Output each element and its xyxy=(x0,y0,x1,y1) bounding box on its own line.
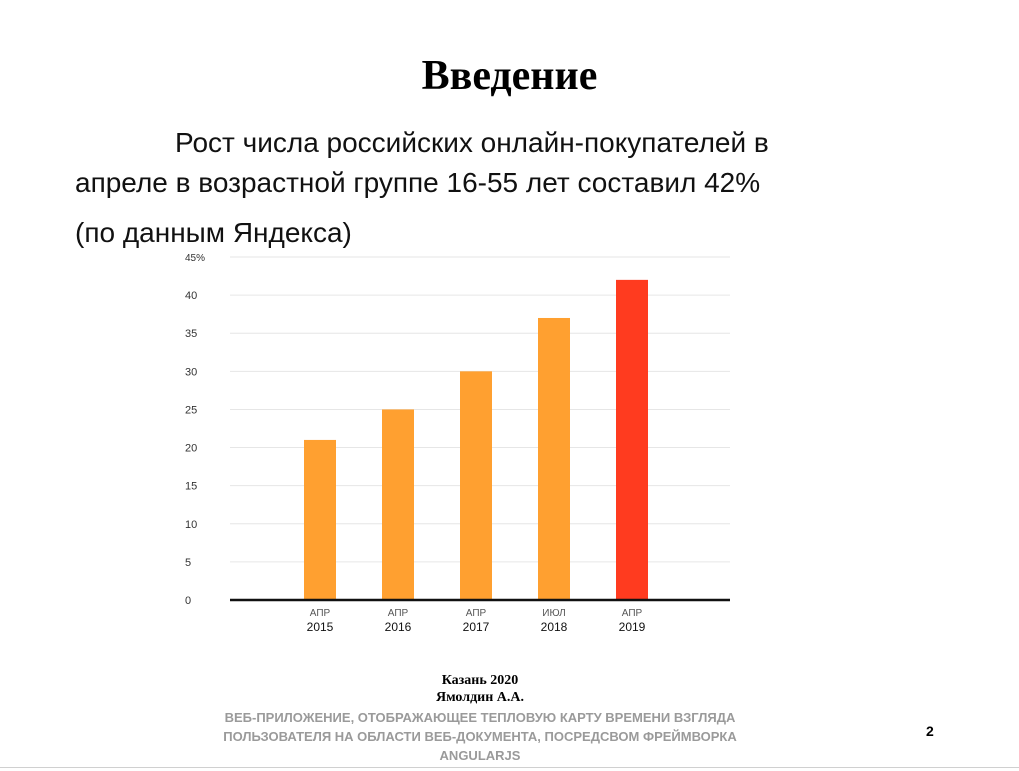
footer-topic-line-3: ANGULARJS xyxy=(439,748,521,763)
y-tick-label: 25 xyxy=(185,404,197,416)
y-tick-label: 35 xyxy=(185,328,197,340)
y-tick-label: 45% xyxy=(185,253,205,264)
x-tick-year: 2015 xyxy=(307,620,334,634)
footer-author: Ямолдин А.А. xyxy=(435,690,525,705)
footer-city-year: Казань 2020 xyxy=(441,673,519,688)
footer-topic-line-1: ВЕБ-ПРИЛОЖЕНИЕ, ОТОБРАЖАЮЩЕЕ ТЕПЛОВУЮ КА… xyxy=(224,710,736,725)
y-tick-label: 5 xyxy=(185,557,191,569)
intro-source: (по данным Яндекса) xyxy=(75,217,352,248)
bar xyxy=(382,409,414,600)
bar xyxy=(538,317,570,600)
x-tick-year: 2019 xyxy=(619,620,646,634)
footer-topic: ВЕБ-ПРИЛОЖЕНИЕ, ОТОБРАЖАЮЩЕЕ ТЕПЛОВУЮ КА… xyxy=(180,708,780,765)
intro-line-2: апреле в возрастной группе 16-55 лет сос… xyxy=(75,167,761,198)
slide-title: Введение xyxy=(421,53,598,99)
y-tick-label: 0 xyxy=(185,595,191,607)
x-tick-month: АПР xyxy=(310,608,331,619)
slide-footer: Казань 2020 Ямолдин А.А. ВЕБ-ПРИЛОЖЕНИЕ,… xyxy=(180,672,780,765)
intro-line-1-text: Рост числа российских онлайн-покупателей… xyxy=(175,127,769,158)
y-tick-label: 20 xyxy=(185,443,197,455)
x-tick-year: 2016 xyxy=(385,620,412,634)
x-tick-month: ИЮЛ xyxy=(542,608,565,619)
y-tick-label: 15 xyxy=(185,481,197,493)
x-tick-month: АПР xyxy=(388,608,409,619)
x-tick-month: АПР xyxy=(466,608,487,619)
bar xyxy=(460,371,492,600)
y-tick-label: 10 xyxy=(185,519,197,531)
y-tick-label: 40 xyxy=(185,290,197,302)
bar-chart: 051015202530354045%АПР2015АПР2016АПР2017… xyxy=(185,253,730,634)
bar xyxy=(304,439,336,600)
y-tick-label: 30 xyxy=(185,366,197,378)
x-tick-year: 2018 xyxy=(541,620,568,634)
intro-text: Рост числа российских онлайн-покупателей… xyxy=(75,123,935,248)
page-number: 2 xyxy=(926,723,934,739)
x-tick-year: 2017 xyxy=(463,620,490,634)
bottom-divider xyxy=(0,767,1019,768)
footer-topic-line-2: ПОЛЬЗОВАТЕЛЯ НА ОБЛАСТИ ВЕБ-ДОКУМЕНТА, П… xyxy=(223,729,737,744)
x-tick-month: АПР xyxy=(622,608,643,619)
intro-line-1: Рост числа российских онлайн-покупателей… xyxy=(75,123,935,163)
bar xyxy=(616,279,648,600)
